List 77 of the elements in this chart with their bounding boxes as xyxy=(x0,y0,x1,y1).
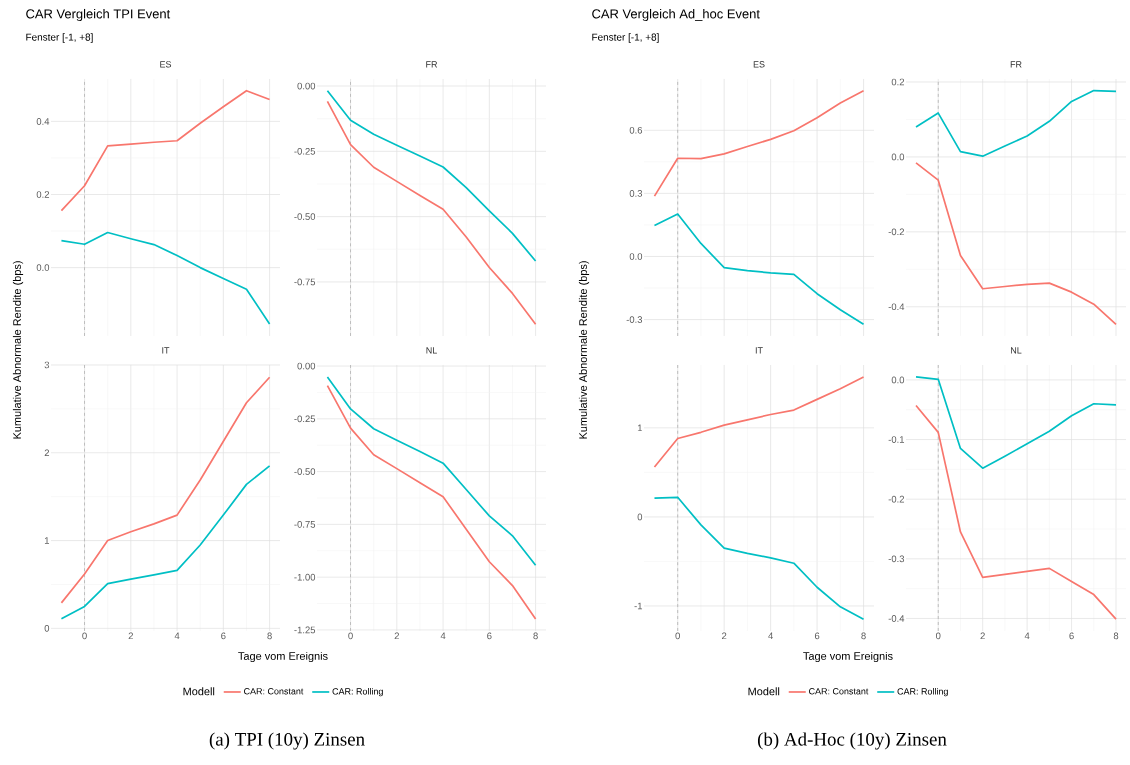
x-axis-title: Tage vom Ereignis xyxy=(803,651,893,663)
x-tick-label: 0 xyxy=(82,632,87,640)
x-tick-label: 4 xyxy=(768,632,773,640)
y-tick-label: -0.25 xyxy=(294,415,316,423)
chart-title: FR xyxy=(1010,61,1022,68)
x-tick-label: 2 xyxy=(980,632,985,640)
x-tick-label: 0 xyxy=(675,632,680,640)
y-tick-label: -0.75 xyxy=(294,521,316,528)
x-tick-label: 6 xyxy=(221,632,226,640)
y-tick-label: -0.3 xyxy=(626,316,643,323)
y-tick-label: 0.0 xyxy=(629,253,643,260)
x-tick-label: 6 xyxy=(487,632,492,640)
x-tick-label: 8 xyxy=(533,632,538,640)
x-tick-label: 8 xyxy=(267,632,272,640)
y-tick-label: -0.2 xyxy=(888,228,905,236)
legend-title: Modell xyxy=(183,687,215,696)
x-tick-label: 8 xyxy=(861,632,866,640)
text: (a) TPI (10y) Zinsen xyxy=(209,732,365,750)
x-tick-label: 6 xyxy=(1069,632,1074,640)
y-tick-label: 1 xyxy=(637,424,643,432)
y-tick-label: 0 xyxy=(637,513,643,521)
text: (b) Ad-Hoc (10y) Zinsen xyxy=(757,732,947,750)
chart-title: ES xyxy=(753,61,765,68)
y-tick-label: 0.00 xyxy=(297,82,316,90)
x-tick-label: 2 xyxy=(128,632,133,640)
x-tick-label: 2 xyxy=(394,632,399,640)
y-tick-label: -0.75 xyxy=(294,278,316,286)
text: Fenster [-1, +8] xyxy=(26,33,93,43)
text: CAR Vergleich Ad_hoc Event xyxy=(592,8,760,22)
x-tick-label: 8 xyxy=(1113,632,1119,640)
y-tick-label: 0 xyxy=(44,625,50,632)
y-tick-label: 0.0 xyxy=(891,376,905,384)
legend-label: CAR: Rolling xyxy=(332,687,383,697)
legend-label: CAR: Constant xyxy=(809,688,869,695)
x-tick-label: 4 xyxy=(174,632,180,640)
chart-title: IT xyxy=(162,347,170,354)
y-tick-label: 2 xyxy=(44,449,50,457)
y-tick-label: -0.1 xyxy=(888,436,905,443)
x-tick-label: 4 xyxy=(1024,632,1030,640)
y-tick-label: -0.50 xyxy=(294,468,316,475)
chart-title: IT xyxy=(755,347,763,354)
y-tick-label: -0.4 xyxy=(888,615,905,622)
text: Fenster [-1, +8] xyxy=(592,33,659,43)
y-tick-label: -1 xyxy=(634,602,643,610)
y-tick-label: -0.3 xyxy=(888,555,905,563)
y-axis-title: Kumulative Abnormale Rendite (bps) xyxy=(12,261,24,439)
x-tick-label: 0 xyxy=(935,632,941,640)
y-tick-label: 0.4 xyxy=(36,118,50,125)
legend-label: CAR: Rolling xyxy=(897,687,948,697)
y-tick-label: 0.0 xyxy=(36,264,50,271)
y-tick-label: -0.4 xyxy=(888,303,905,311)
y-tick-label: -1.00 xyxy=(294,573,316,581)
y-tick-label: 1 xyxy=(44,537,50,544)
chart-title: ES xyxy=(160,61,172,68)
chart-title: FR xyxy=(426,61,438,68)
legend-title: Modell xyxy=(748,687,780,696)
y-tick-label: 0.2 xyxy=(36,191,50,198)
x-tick-label: 0 xyxy=(348,632,353,640)
x-axis-title: Tage vom Ereignis xyxy=(238,651,328,663)
y-tick-label: 0.2 xyxy=(891,78,905,86)
y-tick-label: 3 xyxy=(44,361,50,369)
text: CAR Vergleich TPI Event xyxy=(26,8,171,22)
y-tick-label: 0.3 xyxy=(629,190,643,197)
legend-label: CAR: Constant xyxy=(244,688,304,695)
x-tick-label: 6 xyxy=(814,632,820,640)
y-axis-title: Kumulative Abnormale Rendite (bps) xyxy=(578,261,590,439)
y-tick-label: -0.50 xyxy=(294,213,316,220)
chart-title: NL xyxy=(1011,347,1022,354)
y-tick-label: 0.0 xyxy=(891,153,905,161)
y-tick-label: -0.25 xyxy=(294,147,316,155)
x-tick-label: 2 xyxy=(722,632,727,640)
y-tick-label: 0.6 xyxy=(629,126,643,134)
y-tick-label: -1.25 xyxy=(294,626,316,634)
y-tick-label: 0.00 xyxy=(297,362,316,370)
chart-title: NL xyxy=(426,347,437,354)
y-tick-label: -0.2 xyxy=(888,495,905,503)
x-tick-label: 4 xyxy=(440,632,446,640)
